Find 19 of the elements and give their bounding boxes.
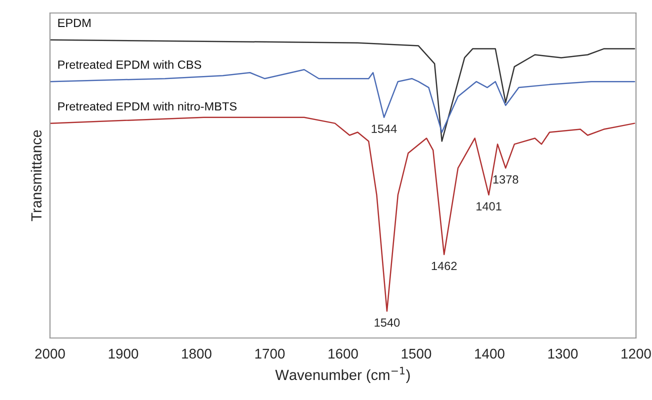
x-tick-label: 2000 [35, 348, 65, 359]
x-tick-label: 1200 [622, 348, 651, 359]
series-label: EPDM [58, 18, 90, 27]
x-tick-label: 1400 [475, 348, 504, 359]
annotation: 1401 [476, 202, 502, 210]
x-tick-label: 1500 [402, 348, 432, 359]
annotation: 1378 [493, 175, 518, 184]
x-tick-label: 1900 [108, 348, 138, 359]
x-tick-label: 1600 [328, 348, 358, 359]
x-tick-label: 1300 [548, 348, 578, 359]
annotation: 1462 [432, 262, 457, 270]
series-label: Pretreated EPDM with nitro-MBTS [58, 102, 237, 111]
x-tick-label: 1700 [255, 348, 285, 359]
annotation: 1540 [374, 318, 400, 327]
x-axis-title: Wavenumber (cm$^{−1}$) [275, 366, 410, 383]
series-label: Pretreated EPDM with CBS [58, 60, 202, 69]
annotation: 1544 [372, 124, 397, 133]
y-axis-title: Transmittance [30, 130, 42, 222]
x-tick-label: 1800 [182, 348, 212, 359]
